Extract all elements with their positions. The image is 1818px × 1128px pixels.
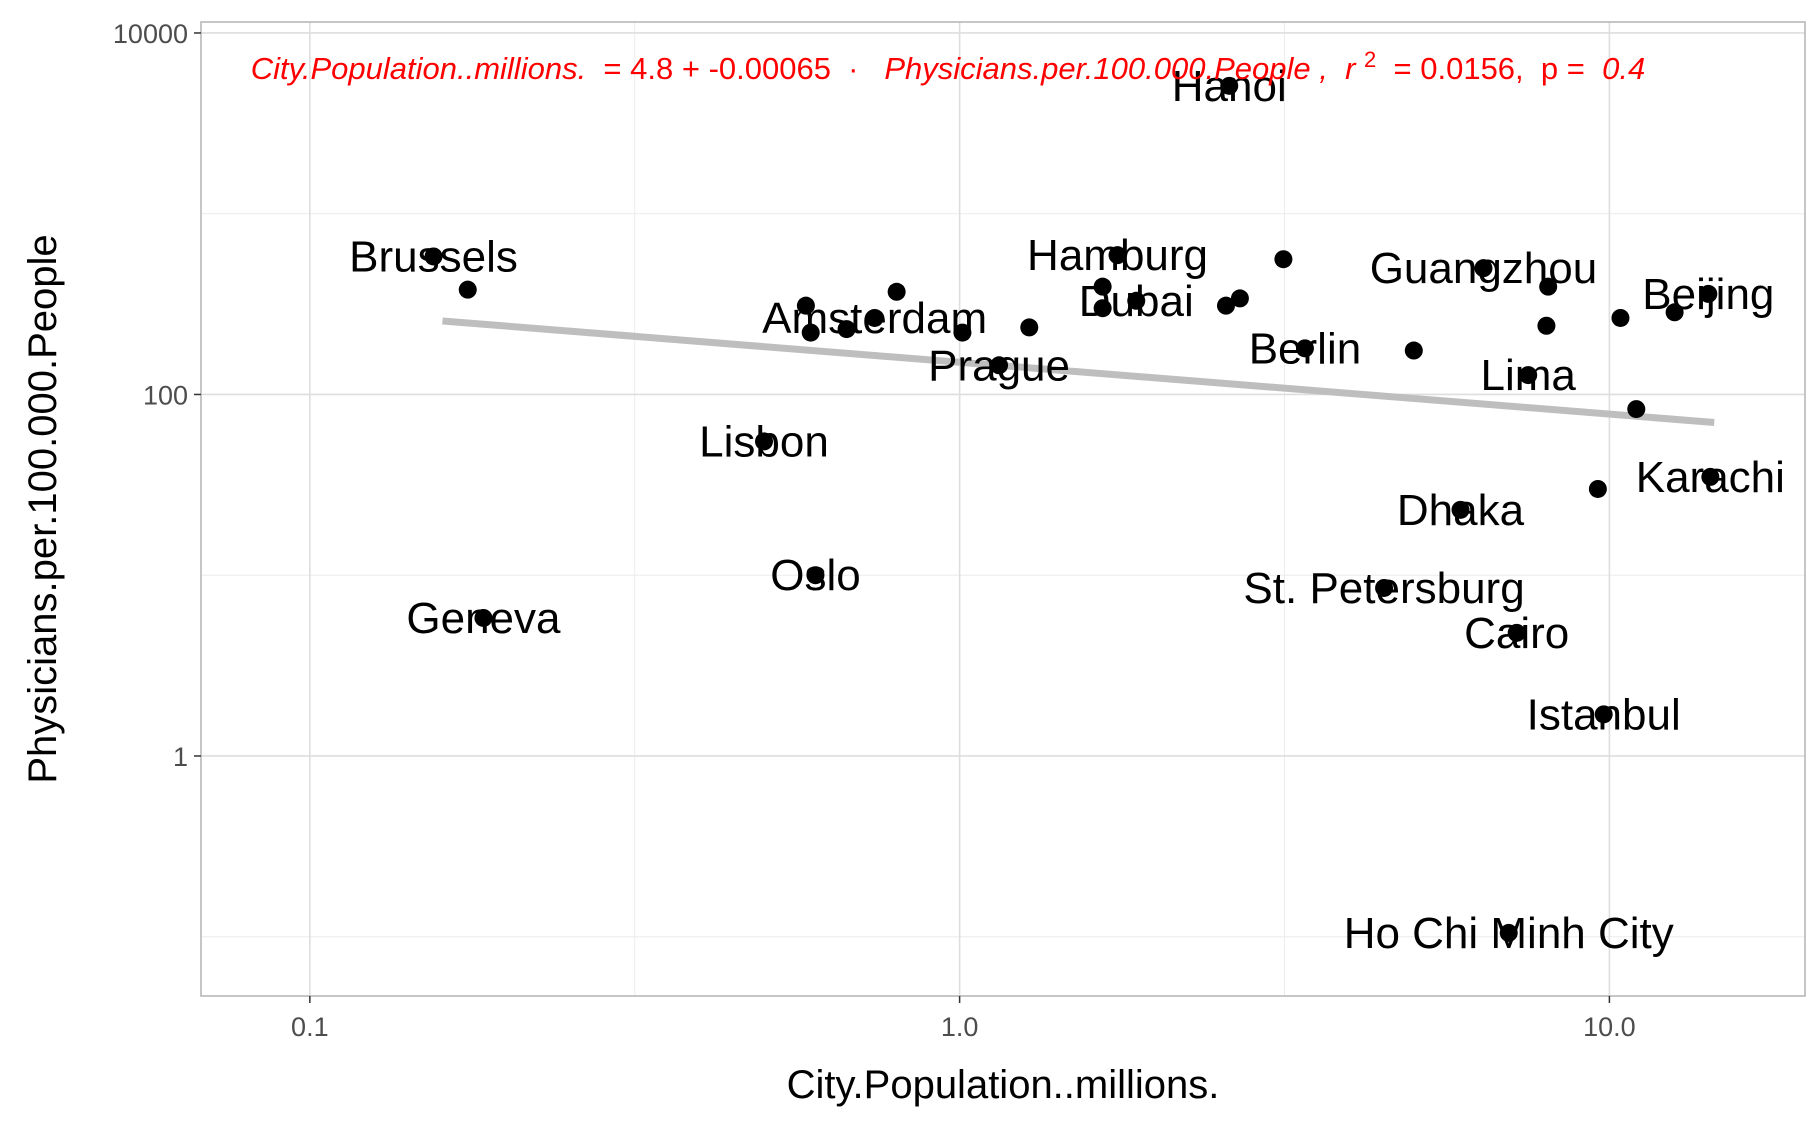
data-point — [865, 308, 884, 327]
data-point — [1701, 467, 1720, 486]
x-tick-label: 10.0 — [1583, 1012, 1636, 1042]
point-label: Amsterdam — [762, 294, 987, 343]
data-point — [990, 356, 1009, 375]
x-axis-title: City.Population..millions. — [787, 1063, 1220, 1107]
x-axis-ticks: 0.1 1.0 10.0 — [291, 996, 1636, 1042]
annotation-equation: = 4.8 + -0.00065 · — [595, 51, 876, 86]
data-point — [1588, 479, 1607, 498]
y-tick-label: 1 — [173, 742, 188, 772]
point-label: Hamburg — [1027, 231, 1208, 280]
points-layer — [424, 76, 1720, 942]
data-point — [1093, 277, 1112, 296]
y-tick-label: 100 — [143, 380, 188, 410]
data-point — [1451, 500, 1470, 519]
data-point — [424, 247, 443, 266]
data-point — [806, 566, 825, 585]
annotation-rhs: Physicians.per.100.000.People — [884, 51, 1310, 86]
data-point — [755, 432, 774, 451]
y-tick-label: 10000 — [113, 19, 188, 49]
data-point — [1499, 923, 1518, 942]
point-label: Prague — [928, 341, 1070, 390]
data-point — [1627, 400, 1646, 419]
data-point — [1519, 366, 1538, 385]
point-label: Geneva — [406, 594, 561, 643]
data-point — [1537, 316, 1556, 335]
point-label: Ho Chi Minh City — [1344, 909, 1674, 958]
point-label: Dhaka — [1397, 486, 1525, 535]
data-point — [801, 323, 820, 342]
point-label: Karachi — [1636, 453, 1785, 502]
data-point — [796, 296, 815, 315]
point-label: Beijing — [1642, 270, 1774, 319]
point-label: St. Petersburg — [1243, 564, 1524, 613]
data-point — [1216, 296, 1235, 315]
annotation-r2-sup: 2 — [1364, 47, 1376, 72]
data-point — [458, 280, 477, 299]
data-point — [1594, 705, 1613, 724]
point-label: Cairo — [1464, 609, 1569, 658]
data-point — [1020, 318, 1039, 337]
data-point — [1699, 284, 1718, 303]
point-label: Oslo — [770, 551, 860, 600]
data-point — [1274, 250, 1293, 269]
annotation-r2-sep: , r — [1319, 51, 1357, 86]
data-point — [953, 323, 972, 342]
data-point — [1474, 259, 1493, 278]
annotation-p-value: 0.4 — [1602, 51, 1645, 86]
point-label: Lima — [1481, 351, 1577, 400]
grid-major — [201, 22, 1805, 996]
data-point — [1127, 291, 1146, 310]
data-point — [1108, 246, 1127, 265]
point-label: Dubai — [1079, 277, 1194, 326]
data-point — [837, 320, 856, 339]
data-point — [1375, 578, 1394, 597]
grid-minor — [201, 22, 1805, 996]
point-label: Hanoi — [1172, 62, 1287, 111]
data-point — [1404, 341, 1423, 360]
data-point — [1230, 289, 1249, 308]
data-point — [1611, 308, 1630, 327]
point-label: Berlin — [1249, 324, 1362, 373]
trend-line — [442, 317, 1715, 426]
data-point — [1539, 277, 1558, 296]
regression-annotation: City.Population..millions. = 4.8 + -0.00… — [251, 47, 1645, 87]
y-axis-title: Physicians.per.100.000.People — [21, 234, 65, 783]
y-axis-ticks: 1 100 10000 — [113, 19, 201, 772]
data-point — [887, 282, 906, 301]
point-label: Brussels — [349, 232, 518, 281]
data-point — [1507, 623, 1526, 642]
x-tick-label: 0.1 — [291, 1012, 329, 1042]
x-tick-label: 1.0 — [941, 1012, 979, 1042]
point-label: Lisbon — [699, 417, 829, 466]
data-point — [1093, 299, 1112, 318]
data-point — [1295, 339, 1314, 358]
panel-border — [200, 21, 1806, 997]
data-point — [1220, 76, 1239, 95]
point-label: Istanbul — [1527, 690, 1681, 739]
annotation-r2-value: = 0.0156, p = — [1385, 51, 1594, 86]
trend-layer — [442, 317, 1715, 426]
data-point — [474, 608, 493, 627]
point-label: Guangzhou — [1370, 244, 1598, 293]
data-point — [1665, 303, 1684, 322]
annotation-lhs: City.Population..millions. — [251, 51, 586, 86]
